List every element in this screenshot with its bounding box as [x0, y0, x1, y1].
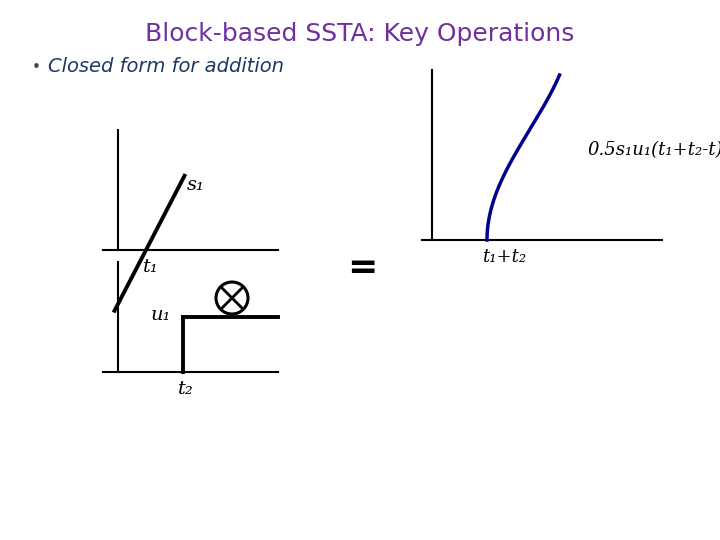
Text: =: = — [347, 251, 377, 285]
Text: u₁: u₁ — [150, 306, 171, 324]
Text: Block-based SSTA: Key Operations: Block-based SSTA: Key Operations — [145, 22, 575, 46]
Text: •: • — [32, 59, 41, 75]
Text: t₁+t₂: t₁+t₂ — [482, 248, 526, 266]
Text: t₂: t₂ — [178, 380, 194, 398]
Text: 0.5s₁u₁(t₁+t₂-t)²: 0.5s₁u₁(t₁+t₂-t)² — [587, 141, 720, 159]
Text: t₁: t₁ — [143, 258, 158, 276]
Text: Closed form for addition: Closed form for addition — [48, 57, 284, 77]
Text: s₁: s₁ — [186, 176, 204, 194]
